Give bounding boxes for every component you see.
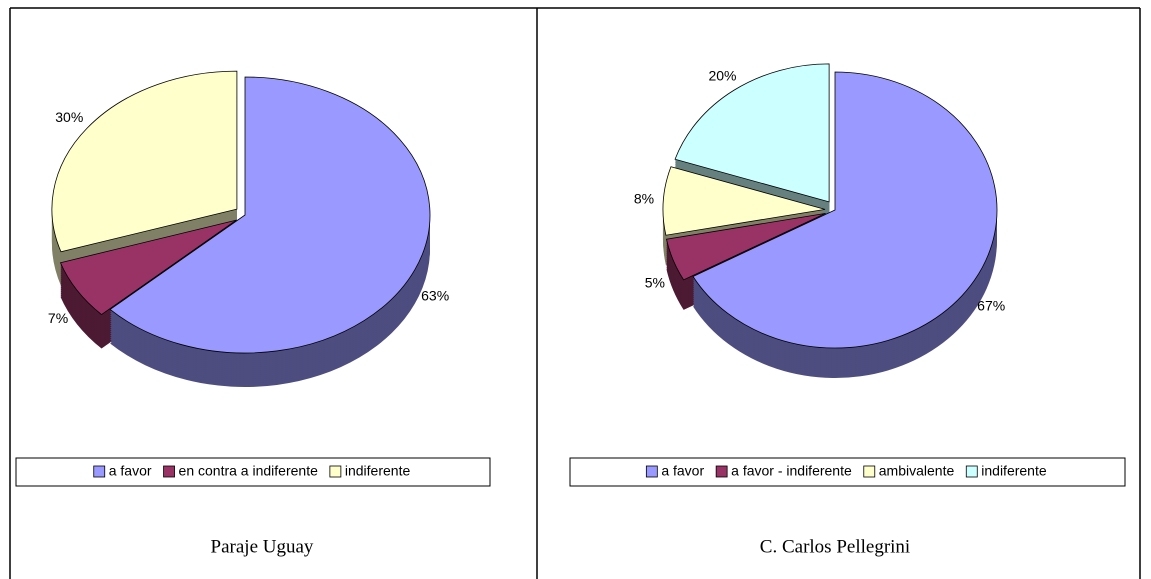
legend-label: en contra a indiferente [179,463,319,479]
legend-label: indiferente [981,463,1047,479]
caption: C. Carlos Pellegrini [760,536,910,557]
legend-label: a favor [661,463,704,479]
legend-swatch [965,465,978,478]
data-label: 63% [421,287,449,303]
slice [674,63,830,203]
legend-label: indiferente [345,463,411,479]
legend-label: a favor [109,463,152,479]
caption: Paraje Uguay [211,536,314,557]
legend-box [569,457,1126,487]
slice [692,71,998,349]
data-label: 67% [977,297,1005,313]
legend-swatch [645,465,658,478]
data-label: 20% [708,68,736,84]
data-label: 5% [645,274,665,290]
data-label: 8% [634,190,654,206]
legend-label: ambivalente [879,463,955,479]
pie [662,63,998,379]
data-label: 30% [55,109,83,125]
legend-swatch [93,465,106,478]
data-label: 7% [48,310,68,326]
legend-swatch [329,465,342,478]
legend-swatch [715,465,728,478]
slice [665,212,826,281]
slice [662,166,826,236]
slice [51,70,238,253]
legend-swatch [863,465,876,478]
pie [51,70,431,387]
slice [109,76,431,354]
legend-label: a favor - indiferente [731,463,852,479]
legend-swatch [163,465,175,478]
slice [59,219,237,316]
table-frame [9,7,1141,579]
